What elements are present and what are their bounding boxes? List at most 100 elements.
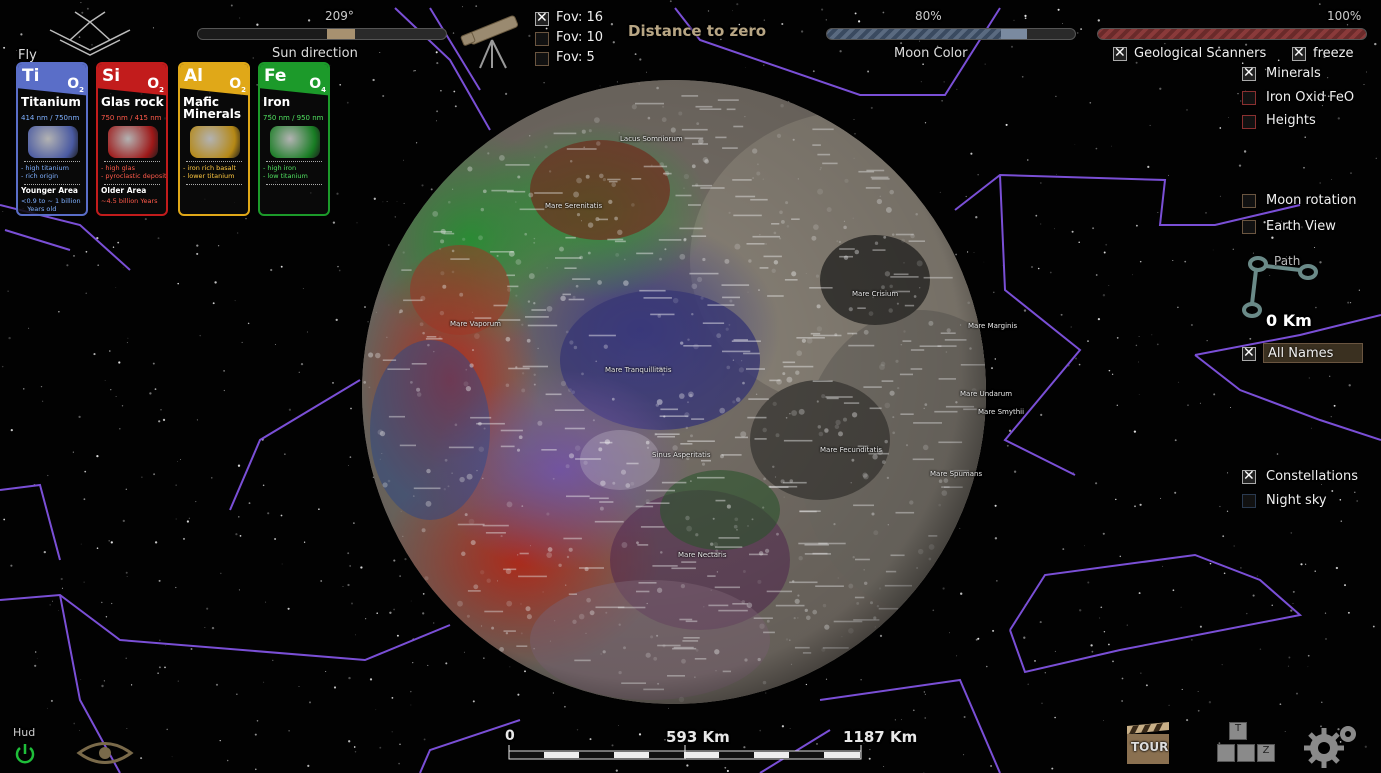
eye-icon[interactable] bbox=[75, 738, 135, 768]
card-oxide: O2 bbox=[67, 76, 84, 94]
minerals-label: Minerals bbox=[1266, 66, 1321, 81]
scale-bar bbox=[508, 745, 862, 760]
moon-color-slider[interactable] bbox=[826, 28, 1076, 40]
card-symbol: Si bbox=[102, 66, 121, 86]
moon-label[interactable]: Mare Smythii bbox=[978, 408, 1025, 416]
path-label: Path bbox=[1274, 254, 1301, 268]
fov-5-checkbox[interactable] bbox=[535, 52, 549, 66]
moon-label[interactable]: Mare Marginis bbox=[968, 322, 1018, 330]
distance-to-zero-button[interactable]: Distance to zero bbox=[628, 22, 767, 40]
scale-mid-label: 593 Km bbox=[666, 728, 730, 746]
geo-slider-value: 100% bbox=[1327, 9, 1362, 23]
moon-label[interactable]: Mare Crisium bbox=[852, 290, 899, 298]
freeze-checkbox[interactable] bbox=[1292, 45, 1306, 61]
minerals-checkbox[interactable] bbox=[1242, 65, 1256, 81]
moon-rotation-label: Moon rotation bbox=[1266, 193, 1357, 208]
card-oxide: O4 bbox=[309, 76, 326, 94]
card-description: - high titanium - rich origin bbox=[21, 164, 69, 180]
moon-label[interactable]: Mare Fecunditatis bbox=[820, 446, 883, 454]
keyboard-button[interactable]: T Z bbox=[1215, 722, 1275, 768]
all-names-checkbox[interactable] bbox=[1242, 345, 1256, 361]
card-oxide: O2 bbox=[147, 76, 164, 94]
fov-10-label: Fov: 10 bbox=[556, 30, 604, 45]
moon-label[interactable]: Mare Tranquillitatis bbox=[605, 366, 672, 374]
moon-globe[interactable] bbox=[360, 80, 1040, 720]
moon-rotation-checkbox[interactable] bbox=[1242, 194, 1256, 208]
card-wavelength: 414 nm / 750nm bbox=[21, 114, 80, 122]
element-card[interactable]: Fe O4 Iron 750 nm / 950 nm - high iron - low… bbox=[258, 62, 330, 216]
clapperboard-icon bbox=[1127, 722, 1169, 764]
power-icon[interactable] bbox=[14, 742, 36, 766]
moon-color-thumb[interactable] bbox=[1001, 29, 1027, 39]
fov-5-label: Fov: 5 bbox=[556, 50, 595, 65]
moon-label[interactable]: Lacus Somniorum bbox=[620, 135, 683, 143]
iron-oxid-label: Iron Oxid FeO bbox=[1266, 90, 1355, 105]
fly-logo-icon[interactable] bbox=[40, 10, 140, 60]
card-name: Glas rock bbox=[101, 95, 164, 109]
sun-direction-slider[interactable] bbox=[197, 28, 447, 40]
card-rock-image bbox=[108, 126, 158, 158]
key-mid bbox=[1237, 744, 1255, 762]
geo-opacity-slider[interactable] bbox=[1097, 28, 1367, 40]
settings-gear-icon[interactable] bbox=[1302, 720, 1364, 768]
sun-direction-thumb[interactable] bbox=[327, 29, 355, 39]
element-card[interactable]: Al O2 Mafic Minerals - iron rich basalt - l… bbox=[178, 62, 250, 216]
path-distance: 0 Km bbox=[1266, 311, 1312, 330]
iron-oxid-checkbox[interactable] bbox=[1242, 91, 1256, 105]
moon-label[interactable]: Mare Undarum bbox=[960, 390, 1013, 398]
geological-scanners-label: Geological Scanners bbox=[1134, 46, 1267, 61]
night-sky-label: Night sky bbox=[1266, 493, 1327, 508]
fov-16-checkbox[interactable] bbox=[535, 10, 549, 26]
path-icon[interactable] bbox=[1238, 250, 1328, 325]
earth-view-checkbox[interactable] bbox=[1242, 220, 1256, 234]
moon-label[interactable]: Mare Vaporum bbox=[450, 320, 501, 328]
key-t: T bbox=[1229, 722, 1247, 740]
fly-label[interactable]: Fly bbox=[18, 48, 37, 63]
card-rock-image bbox=[270, 126, 320, 158]
moon-label[interactable]: Sinus Asperitatis bbox=[652, 451, 711, 459]
card-name: Iron bbox=[263, 95, 291, 109]
scale-end-label: 1187 Km bbox=[843, 728, 918, 746]
freeze-label: freeze bbox=[1313, 46, 1354, 61]
all-names-label[interactable]: All Names bbox=[1263, 343, 1363, 363]
fov-16-label: Fov: 16 bbox=[556, 10, 604, 25]
moon-label[interactable]: Mare Spumans bbox=[930, 470, 983, 478]
card-rock-image bbox=[28, 126, 78, 158]
card-name: Mafic Minerals bbox=[183, 95, 242, 121]
card-rock-image bbox=[190, 126, 240, 158]
moon-color-caption: Moon Color bbox=[894, 46, 968, 61]
card-symbol: Ti bbox=[22, 66, 40, 86]
geological-scanners-checkbox[interactable] bbox=[1113, 45, 1127, 61]
card-symbol: Fe bbox=[264, 66, 287, 86]
fov-10-checkbox[interactable] bbox=[535, 32, 549, 46]
scale-zero-label: 0 bbox=[505, 728, 515, 744]
tour-label: TOUR bbox=[1131, 740, 1169, 754]
card-description: - high glas - pyroclastic deposits bbox=[101, 164, 168, 180]
night-sky-checkbox[interactable] bbox=[1242, 494, 1256, 508]
card-age: ~4.5 billion Years bbox=[101, 197, 158, 205]
key-z: Z bbox=[1257, 744, 1275, 762]
card-description: - high iron - low titanium bbox=[263, 164, 308, 180]
constellations-checkbox[interactable] bbox=[1242, 468, 1256, 484]
sun-direction-value: 209° bbox=[325, 9, 354, 23]
moon-label[interactable]: Mare Serenitatis bbox=[545, 202, 603, 210]
moon-label[interactable]: Mare Nectaris bbox=[678, 551, 727, 559]
card-age: <0.9 to ~ 1 billion Years old bbox=[21, 197, 81, 213]
tour-button[interactable]: TOUR bbox=[1125, 720, 1171, 766]
card-area: Older Area bbox=[101, 186, 147, 195]
moon-color-value: 80% bbox=[915, 9, 942, 23]
card-oxide: O2 bbox=[229, 76, 246, 94]
card-wavelength: 750 nm / 415 nm bbox=[101, 114, 162, 122]
hud-label: Hud bbox=[13, 726, 36, 739]
card-name: Titanium bbox=[21, 95, 81, 109]
card-description: - iron rich basalt - lower titanium bbox=[183, 164, 236, 180]
constellations-label: Constellations bbox=[1266, 469, 1359, 484]
card-wavelength: 750 nm / 950 nm bbox=[263, 114, 324, 122]
telescope-icon[interactable] bbox=[460, 10, 526, 70]
element-card[interactable]: Ti O2 Titanium 414 nm / 750nm - high titaniu… bbox=[16, 62, 88, 216]
element-card[interactable]: Si O2 Glas rock 750 nm / 415 nm - high glas … bbox=[96, 62, 168, 216]
heights-checkbox[interactable] bbox=[1242, 115, 1256, 129]
card-symbol: Al bbox=[184, 66, 203, 86]
